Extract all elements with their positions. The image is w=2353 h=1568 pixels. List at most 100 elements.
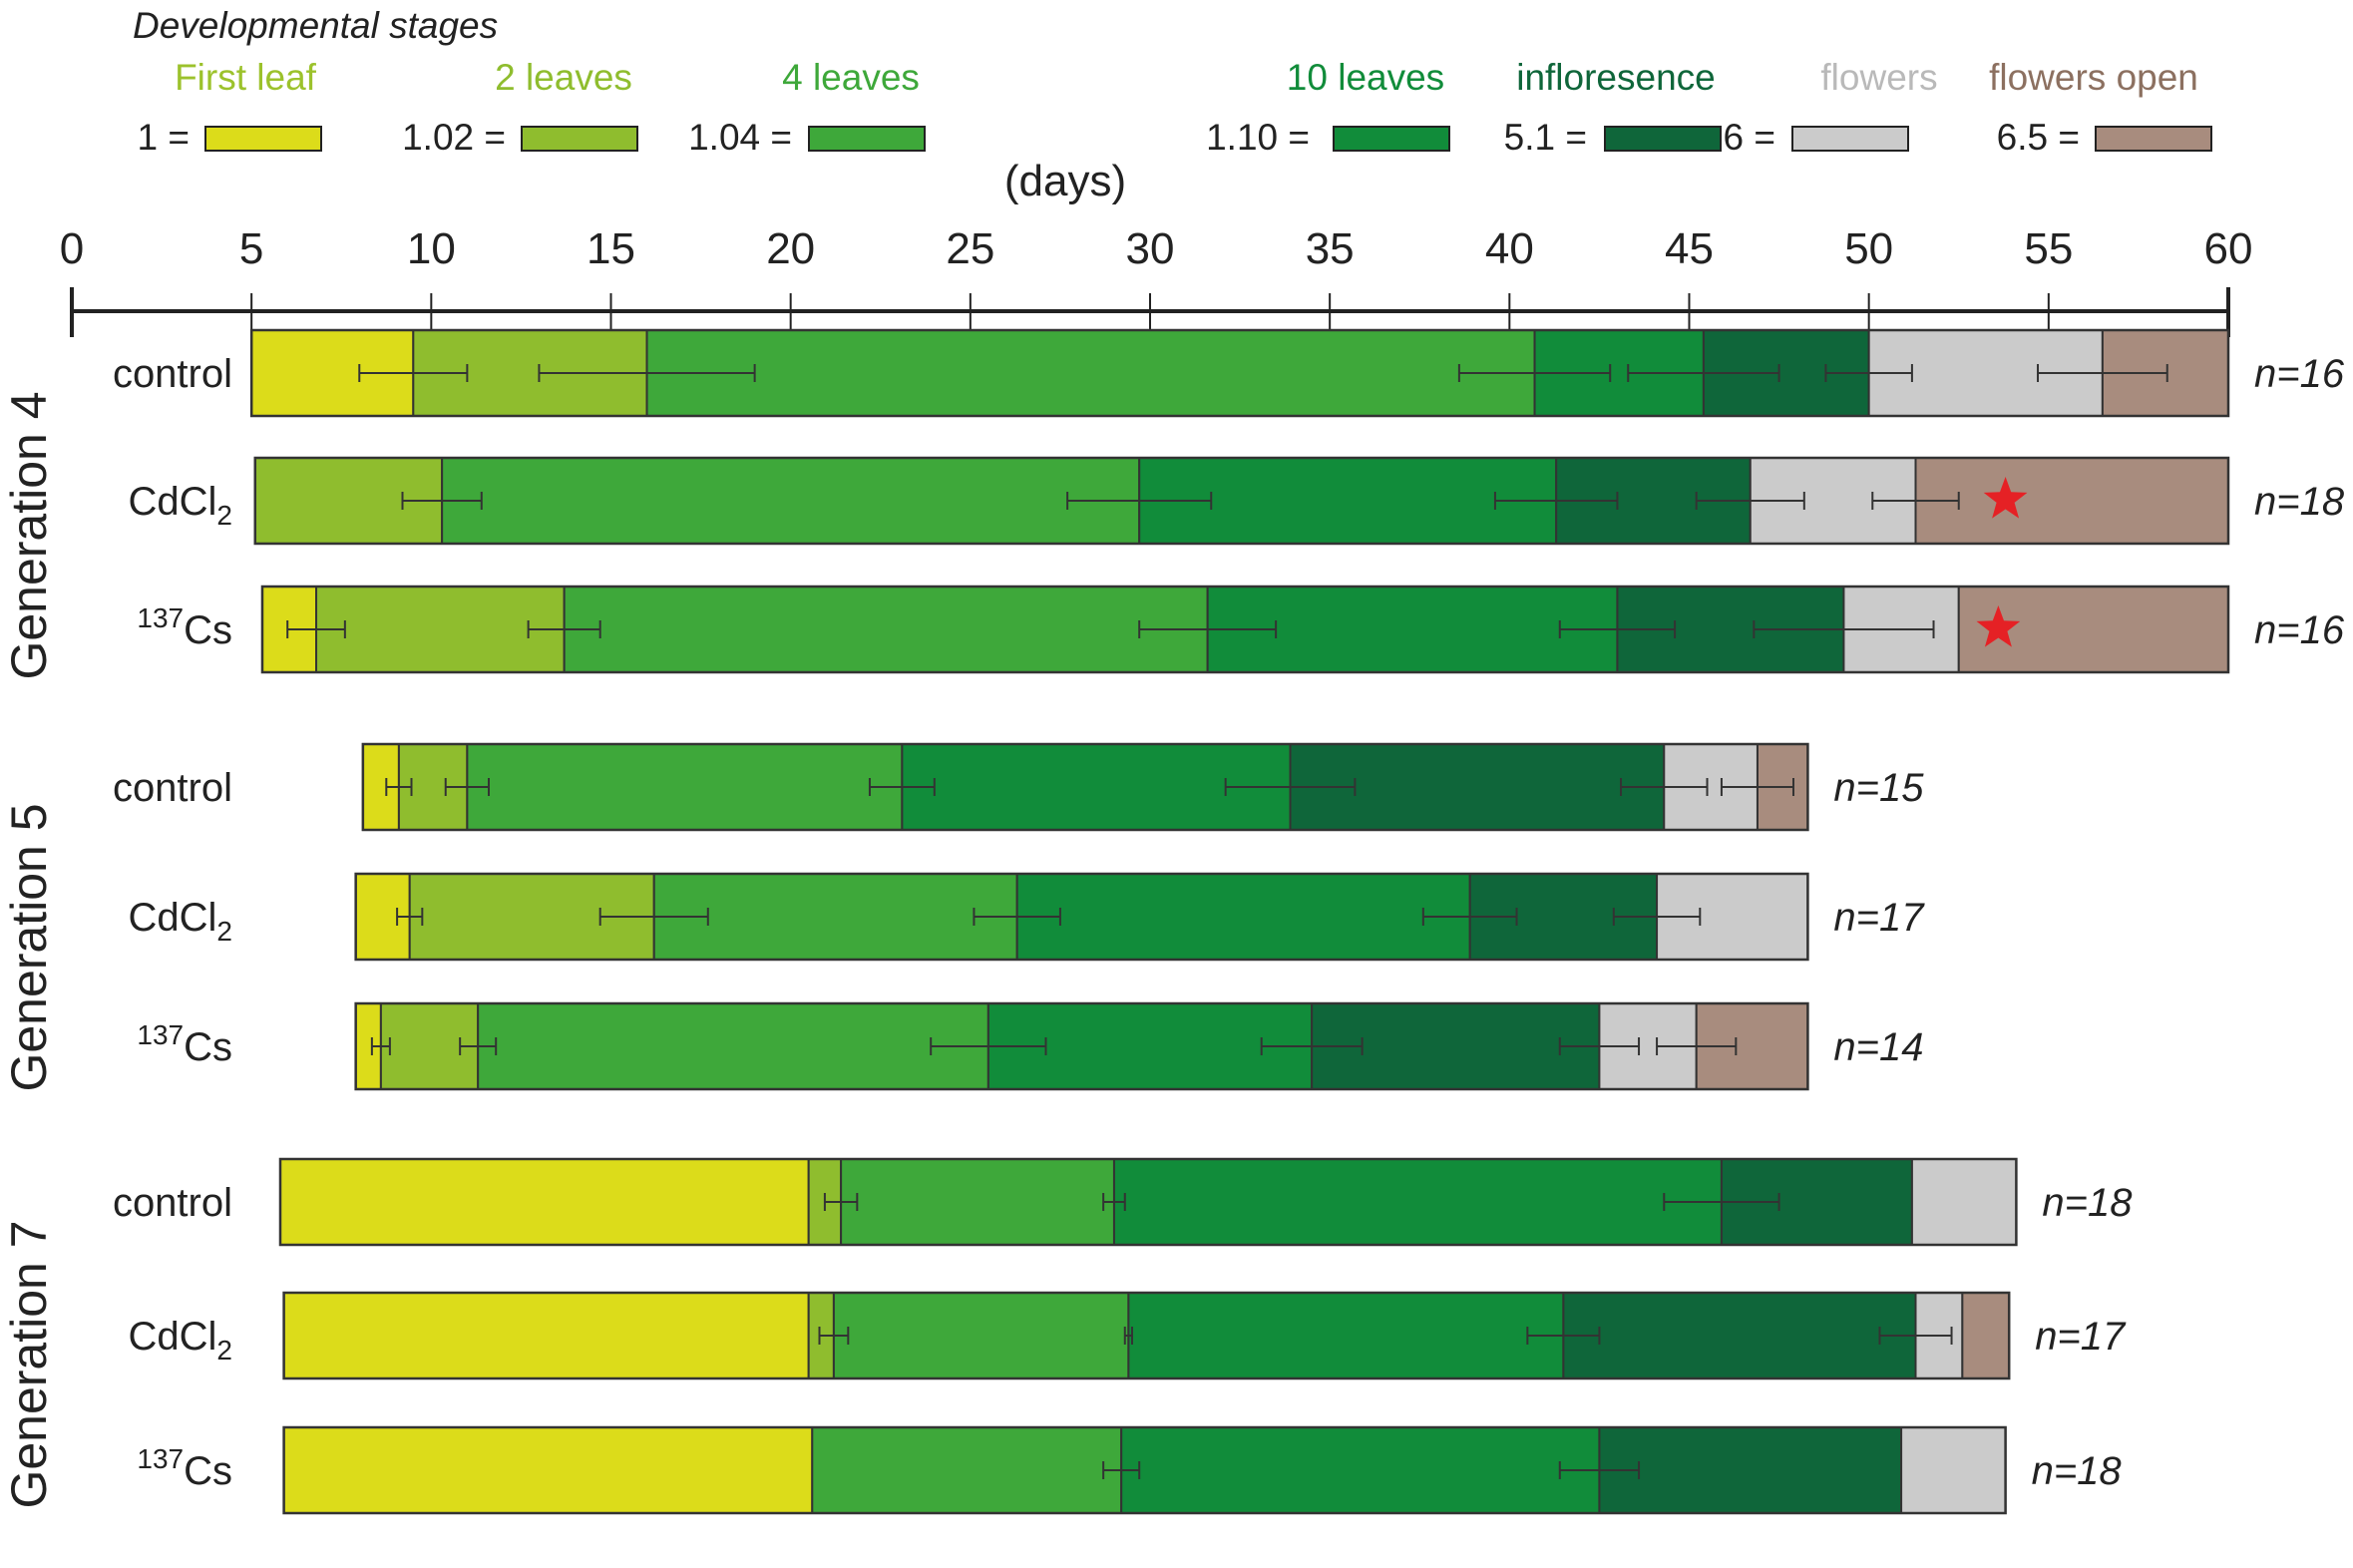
n-label: n=15 bbox=[1833, 766, 1924, 810]
legend-swatch-first_leaf bbox=[204, 126, 322, 152]
row-label: CdCl2 bbox=[129, 896, 232, 947]
error-bar-four_leaves bbox=[1123, 1327, 1133, 1345]
row-label-main: Cs bbox=[184, 1025, 232, 1069]
legend-code-ten_leaves: 1.10 = bbox=[1206, 117, 1310, 158]
segment-flowers bbox=[1910, 1158, 2018, 1246]
error-bar-inflorescence bbox=[1612, 908, 1702, 926]
error-bar-ten_leaves bbox=[1260, 1037, 1364, 1055]
row-control: control n=16 bbox=[113, 328, 2345, 418]
n-label: n=18 bbox=[2032, 1449, 2123, 1493]
group-label: Generation 5 bbox=[1, 803, 57, 1091]
x-tick-label-45: 45 bbox=[1665, 224, 1714, 273]
x-tick-label-5: 5 bbox=[239, 224, 263, 273]
legend-swatch-inflorescence bbox=[1604, 126, 1722, 152]
error-bar-ten_leaves bbox=[1663, 1193, 1780, 1211]
legend-title: Developmental stages bbox=[133, 5, 498, 46]
legend-name-inflorescence: infloresence bbox=[1516, 57, 1716, 98]
row-137cs: 137Cs n=16 bbox=[137, 585, 2345, 674]
error-bar-two_leaves bbox=[538, 364, 756, 382]
row-label-sub: 2 bbox=[216, 916, 232, 947]
segment-two_leaves bbox=[315, 586, 566, 673]
error-bar-inflorescence bbox=[1824, 364, 1913, 382]
error-bar-four_leaves bbox=[930, 1037, 1047, 1055]
row-137cs: 137Cs n=18 bbox=[137, 1425, 2123, 1515]
error-bar-first_leaf bbox=[396, 908, 424, 926]
error-bar-first_leaf bbox=[286, 620, 346, 638]
x-tick-label-35: 35 bbox=[1306, 224, 1355, 273]
row-label: 137Cs bbox=[137, 602, 232, 652]
legend-code-flowers_open: 6.5 = bbox=[1997, 117, 2080, 158]
segment-flowers_open bbox=[1961, 1292, 2011, 1379]
legend-name-first_leaf: First leaf bbox=[175, 57, 317, 98]
x-tick-label-25: 25 bbox=[946, 224, 994, 273]
bar-outline bbox=[354, 872, 1809, 962]
error-bar-ten_leaves bbox=[1493, 492, 1619, 510]
row-label-main: control bbox=[113, 352, 232, 396]
segment-four_leaves bbox=[466, 743, 904, 831]
error-bar-ten_leaves bbox=[1627, 364, 1780, 382]
legend: Developmental stages First leaf 1 = 2 leave… bbox=[133, 5, 2212, 158]
legend-swatch-ten_leaves bbox=[1333, 126, 1450, 152]
legend-name-four_leaves: 4 leaves bbox=[782, 57, 920, 98]
row-label: 137Cs bbox=[137, 1019, 232, 1069]
row-label: control bbox=[113, 766, 232, 810]
row-label-sub: 2 bbox=[216, 500, 232, 531]
row-cdcl2: CdCl2 n=17 bbox=[129, 872, 1925, 962]
segment-inflorescence bbox=[1562, 1292, 1917, 1379]
error-bar-four_leaves bbox=[868, 778, 936, 796]
row-control: control n=15 bbox=[113, 742, 1924, 832]
bar-outline bbox=[361, 742, 1809, 832]
error-bar-inflorescence bbox=[1620, 778, 1709, 796]
x-axis: (days) 0 5 10 15 20 25 30 35 40 45 50 55 60 bbox=[60, 157, 2253, 337]
group-generation-4: Generation 4 control n=16 CdCl2 n=18 137Cs n=1… bbox=[1, 328, 2345, 680]
bar-outline bbox=[278, 1157, 2018, 1247]
legend-name-flowers_open: flowers open bbox=[1989, 57, 2198, 98]
n-label: n=17 bbox=[1833, 896, 1925, 940]
row-label: control bbox=[113, 352, 232, 396]
error-bar-inflorescence bbox=[1558, 1037, 1641, 1055]
error-bar-four_leaves bbox=[973, 908, 1061, 926]
error-bar-flowers bbox=[2037, 364, 2168, 382]
legend-code-four_leaves: 1.04 = bbox=[688, 117, 792, 158]
error-bar-two_leaves bbox=[818, 1327, 850, 1345]
group-label: Generation 4 bbox=[1, 391, 57, 679]
x-tick-label-55: 55 bbox=[2024, 224, 2073, 273]
x-tick-label-10: 10 bbox=[407, 224, 456, 273]
legend-swatch-flowers bbox=[1791, 126, 1909, 152]
significance-star bbox=[1976, 605, 2021, 647]
legend-code-first_leaf: 1 = bbox=[138, 117, 190, 158]
segment-flowers bbox=[1900, 1426, 2007, 1514]
x-tick-label-50: 50 bbox=[1844, 224, 1893, 273]
error-bar-flowers bbox=[1656, 1037, 1738, 1055]
error-bar-two_leaves bbox=[459, 1037, 498, 1055]
bar-outline bbox=[253, 456, 2230, 546]
error-bar-ten_leaves bbox=[1558, 620, 1677, 638]
segment-four_leaves bbox=[645, 329, 1536, 417]
legend-swatch-four_leaves bbox=[808, 126, 926, 152]
segment-first_leaf bbox=[278, 1158, 810, 1246]
x-tick-label-30: 30 bbox=[1126, 224, 1175, 273]
error-bar-ten_leaves bbox=[1224, 778, 1357, 796]
row-label: 137Cs bbox=[137, 1443, 232, 1493]
error-bar-four_leaves bbox=[1102, 1193, 1126, 1211]
bar-outline bbox=[354, 1001, 1809, 1091]
segment-four_leaves bbox=[563, 586, 1209, 673]
segment-first_leaf bbox=[282, 1292, 810, 1379]
segment-four_leaves bbox=[811, 1426, 1123, 1514]
bar-outline bbox=[260, 585, 2230, 674]
row-cdcl2: CdCl2 n=17 bbox=[129, 1291, 2127, 1380]
legend-swatch-flowers_open bbox=[2095, 126, 2212, 152]
row-label-sup: 137 bbox=[137, 1019, 184, 1050]
x-tick-label-60: 60 bbox=[2204, 224, 2253, 273]
legend-swatch-two_leaves bbox=[521, 126, 638, 152]
error-bar-inflorescence bbox=[1878, 1327, 1953, 1345]
error-bar-four_leaves bbox=[1066, 492, 1213, 510]
row-cdcl2: CdCl2 n=18 bbox=[129, 456, 2345, 546]
row-label-sup: 137 bbox=[137, 602, 184, 633]
error-bar-two_leaves bbox=[823, 1193, 859, 1211]
row-label-main: control bbox=[113, 1181, 232, 1225]
segment-first_leaf bbox=[282, 1426, 814, 1514]
x-tick-label-40: 40 bbox=[1485, 224, 1534, 273]
